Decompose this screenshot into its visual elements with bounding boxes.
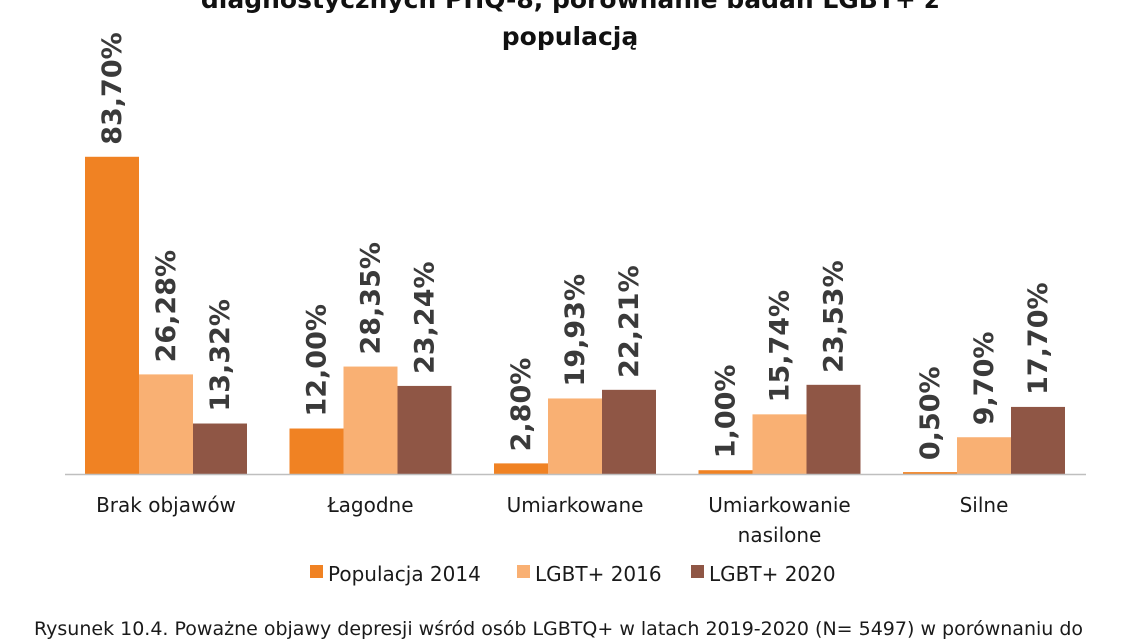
data-label-series-3-cat-3: 22,21% [614, 265, 645, 377]
data-label-series-3-cat-2: 23,24% [410, 261, 441, 373]
bar-series-1-cat-4 [698, 470, 753, 474]
bar-series-2-cat-5 [957, 437, 1011, 474]
bar-series-1-cat-1 [85, 156, 139, 475]
category-label-1: Brak objawów [96, 493, 236, 517]
legend-swatch-1 [310, 565, 323, 578]
data-label-series-2-cat-5: 9,70% [969, 332, 1000, 426]
bar-series-1-cat-5 [903, 472, 957, 474]
data-label-series-2-cat-1: 26,28% [151, 250, 182, 362]
data-label-series-3-cat-1: 13,32% [205, 299, 236, 411]
bar-series-1-cat-2 [289, 428, 344, 474]
category-label-4-line-1: Umiarkowanie [708, 493, 850, 517]
bar-series-2-cat-1 [139, 374, 193, 474]
bar-series-1-cat-3 [494, 463, 548, 474]
data-label-series-2-cat-4: 15,74% [765, 290, 796, 402]
data-label-series-3-cat-5: 17,70% [1023, 282, 1054, 394]
bar-series-3-cat-5 [1011, 406, 1065, 474]
bar-series-3-cat-1 [193, 423, 247, 474]
bar-series-3-cat-4 [806, 384, 861, 474]
legend-label-3: LGBT+ 2020 [709, 562, 836, 586]
bar-series-2-cat-2 [343, 366, 398, 474]
category-label-4-line-2: nasilone [738, 523, 822, 547]
chart-title-line-1: diagnostycznych PHQ-8, porównanie badań … [201, 0, 939, 14]
data-label-series-2-cat-3: 19,93% [560, 274, 591, 386]
data-label-series-1-cat-2: 12,00% [302, 304, 333, 416]
bar-series-2-cat-4 [752, 414, 807, 474]
bar-series-3-cat-2 [397, 385, 452, 474]
legend-label-1: Populacja 2014 [328, 562, 481, 586]
legend-swatch-3 [691, 565, 704, 578]
data-label-series-3-cat-4: 23,53% [819, 260, 850, 372]
data-label-series-2-cat-2: 28,35% [356, 242, 387, 354]
data-label-series-1-cat-1: 83,70% [97, 32, 128, 144]
legend-swatch-2 [517, 565, 530, 578]
figure-caption: Rysunek 10.4. Poważne objawy depresji wś… [34, 618, 1084, 640]
data-label-series-1-cat-5: 0,50% [915, 366, 946, 460]
legend-label-2: LGBT+ 2016 [535, 562, 662, 586]
bar-series-2-cat-3 [548, 398, 602, 474]
bar-series-3-cat-3 [602, 389, 656, 474]
chart-title-line-2: populacją [502, 22, 638, 51]
data-label-series-1-cat-4: 1,00% [711, 365, 742, 459]
category-label-2: Łagodne [326, 493, 413, 517]
category-label-5: Silne [960, 493, 1009, 517]
data-label-series-1-cat-3: 2,80% [506, 358, 537, 452]
category-label-3: Umiarkowane [507, 493, 644, 517]
